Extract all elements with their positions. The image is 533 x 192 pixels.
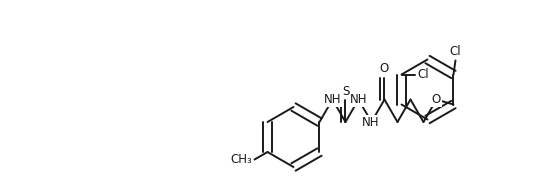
Text: S: S: [342, 84, 349, 98]
Text: NH: NH: [350, 93, 367, 106]
Text: NH: NH: [324, 93, 341, 106]
Text: O: O: [380, 62, 389, 75]
Text: Cl: Cl: [450, 45, 461, 58]
Text: Cl: Cl: [418, 68, 430, 81]
Text: O: O: [432, 93, 441, 106]
Text: NH: NH: [362, 116, 379, 128]
Text: CH₃: CH₃: [230, 153, 252, 166]
